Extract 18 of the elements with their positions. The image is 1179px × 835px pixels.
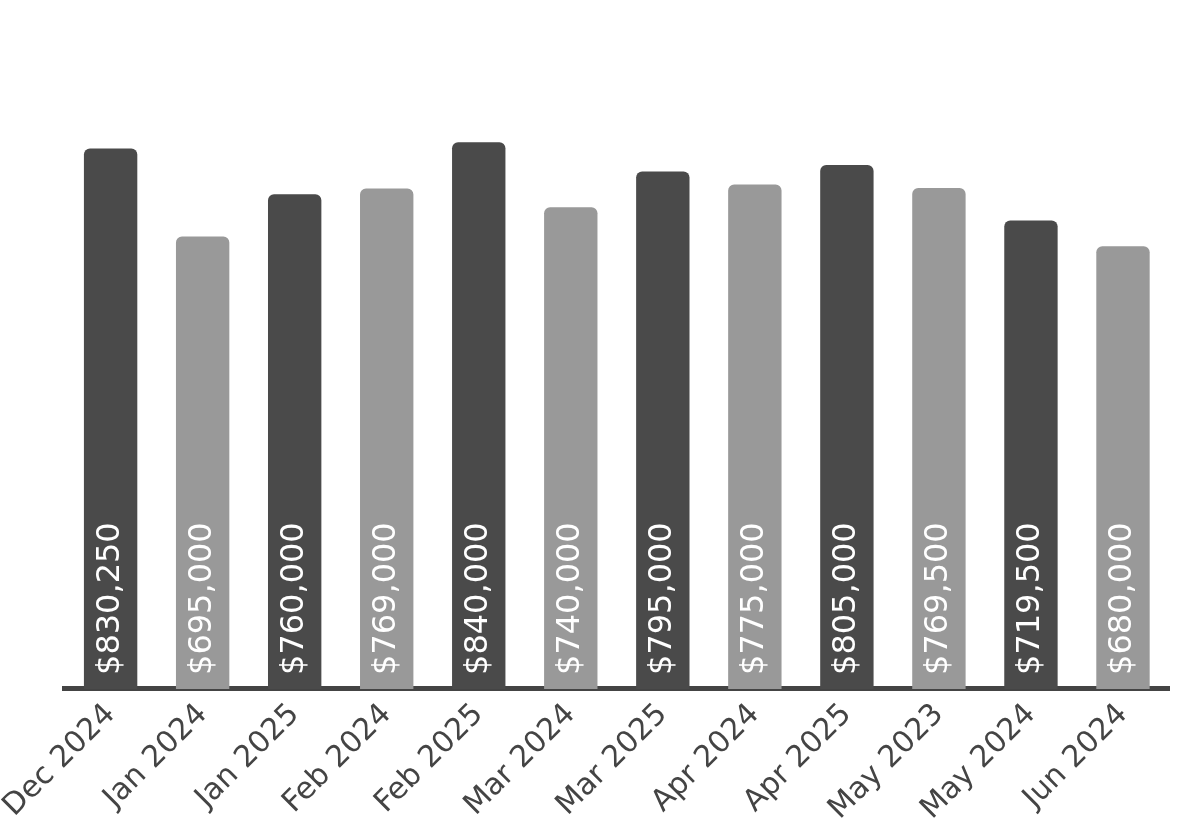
data-label: $769,500 — [917, 522, 956, 675]
data-label: $830,250 — [88, 522, 127, 675]
bar — [360, 188, 414, 689]
data-label: $740,000 — [549, 522, 588, 675]
bar — [175, 236, 230, 689]
data-label: $795,000 — [641, 522, 680, 675]
bar — [1096, 246, 1150, 689]
data-label: $840,000 — [457, 522, 496, 675]
bar — [912, 188, 966, 689]
data-label: $805,000 — [825, 522, 864, 675]
data-label: $775,000 — [733, 522, 772, 675]
data-label: $760,000 — [272, 522, 311, 675]
bar — [544, 207, 598, 689]
data-label: $719,500 — [1009, 522, 1048, 675]
data-label: $769,000 — [365, 522, 404, 675]
data-label: $680,000 — [1101, 522, 1140, 675]
bar — [728, 184, 782, 689]
data-label: $695,000 — [180, 522, 219, 675]
